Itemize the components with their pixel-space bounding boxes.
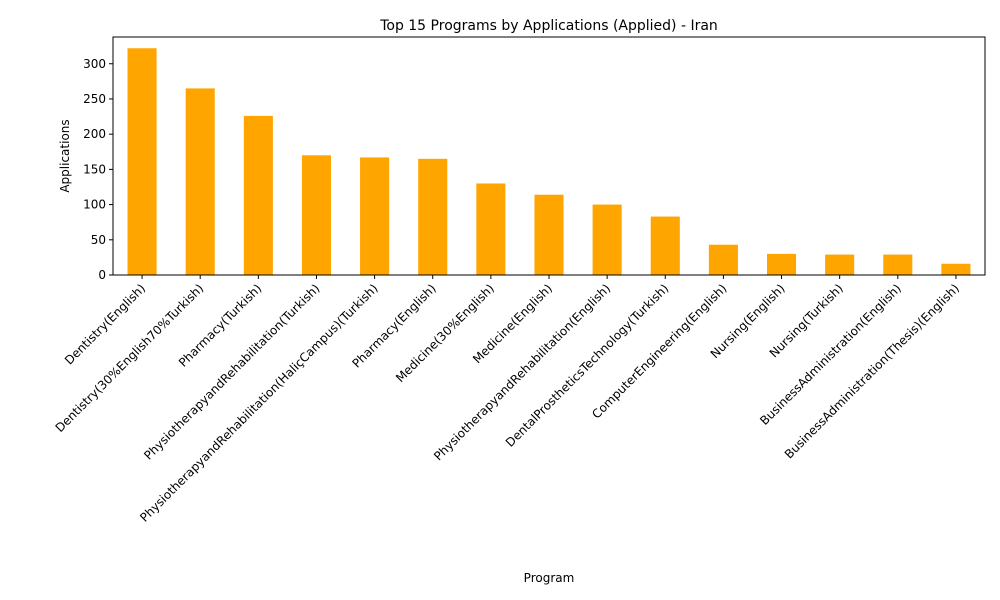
y-tick-label: 250 bbox=[83, 92, 106, 106]
y-tick-label: 150 bbox=[83, 162, 106, 176]
y-tick-label: 50 bbox=[91, 233, 106, 247]
y-tick-label: 100 bbox=[83, 198, 106, 212]
bar bbox=[360, 157, 390, 275]
bar bbox=[825, 254, 855, 275]
bars-group bbox=[127, 48, 971, 276]
bar bbox=[418, 158, 448, 275]
bar bbox=[941, 263, 971, 275]
bar bbox=[767, 253, 797, 275]
plot-frame bbox=[112, 36, 986, 276]
bar bbox=[476, 183, 506, 275]
y-tick-label: 300 bbox=[83, 57, 106, 71]
x-axis-label: Program bbox=[524, 571, 575, 585]
bar bbox=[127, 48, 157, 276]
x-tick-label: Medicine(30%English) bbox=[393, 281, 497, 385]
y-axis: 0 50 100 150 200 250 300 bbox=[83, 57, 113, 282]
y-axis-label: Applications bbox=[58, 119, 72, 192]
bar bbox=[301, 155, 331, 275]
y-tick-label: 200 bbox=[83, 127, 106, 141]
bar bbox=[883, 254, 913, 275]
y-tick-label: 0 bbox=[98, 268, 106, 282]
bar bbox=[243, 115, 273, 275]
x-axis: Dentistry(English)Dentistry(30%English70… bbox=[53, 275, 962, 525]
bar bbox=[708, 244, 738, 275]
bar bbox=[185, 88, 215, 275]
bar bbox=[592, 204, 622, 275]
bar bbox=[650, 216, 680, 275]
bar bbox=[534, 194, 564, 275]
chart-title: Top 15 Programs by Applications (Applied… bbox=[379, 18, 718, 34]
